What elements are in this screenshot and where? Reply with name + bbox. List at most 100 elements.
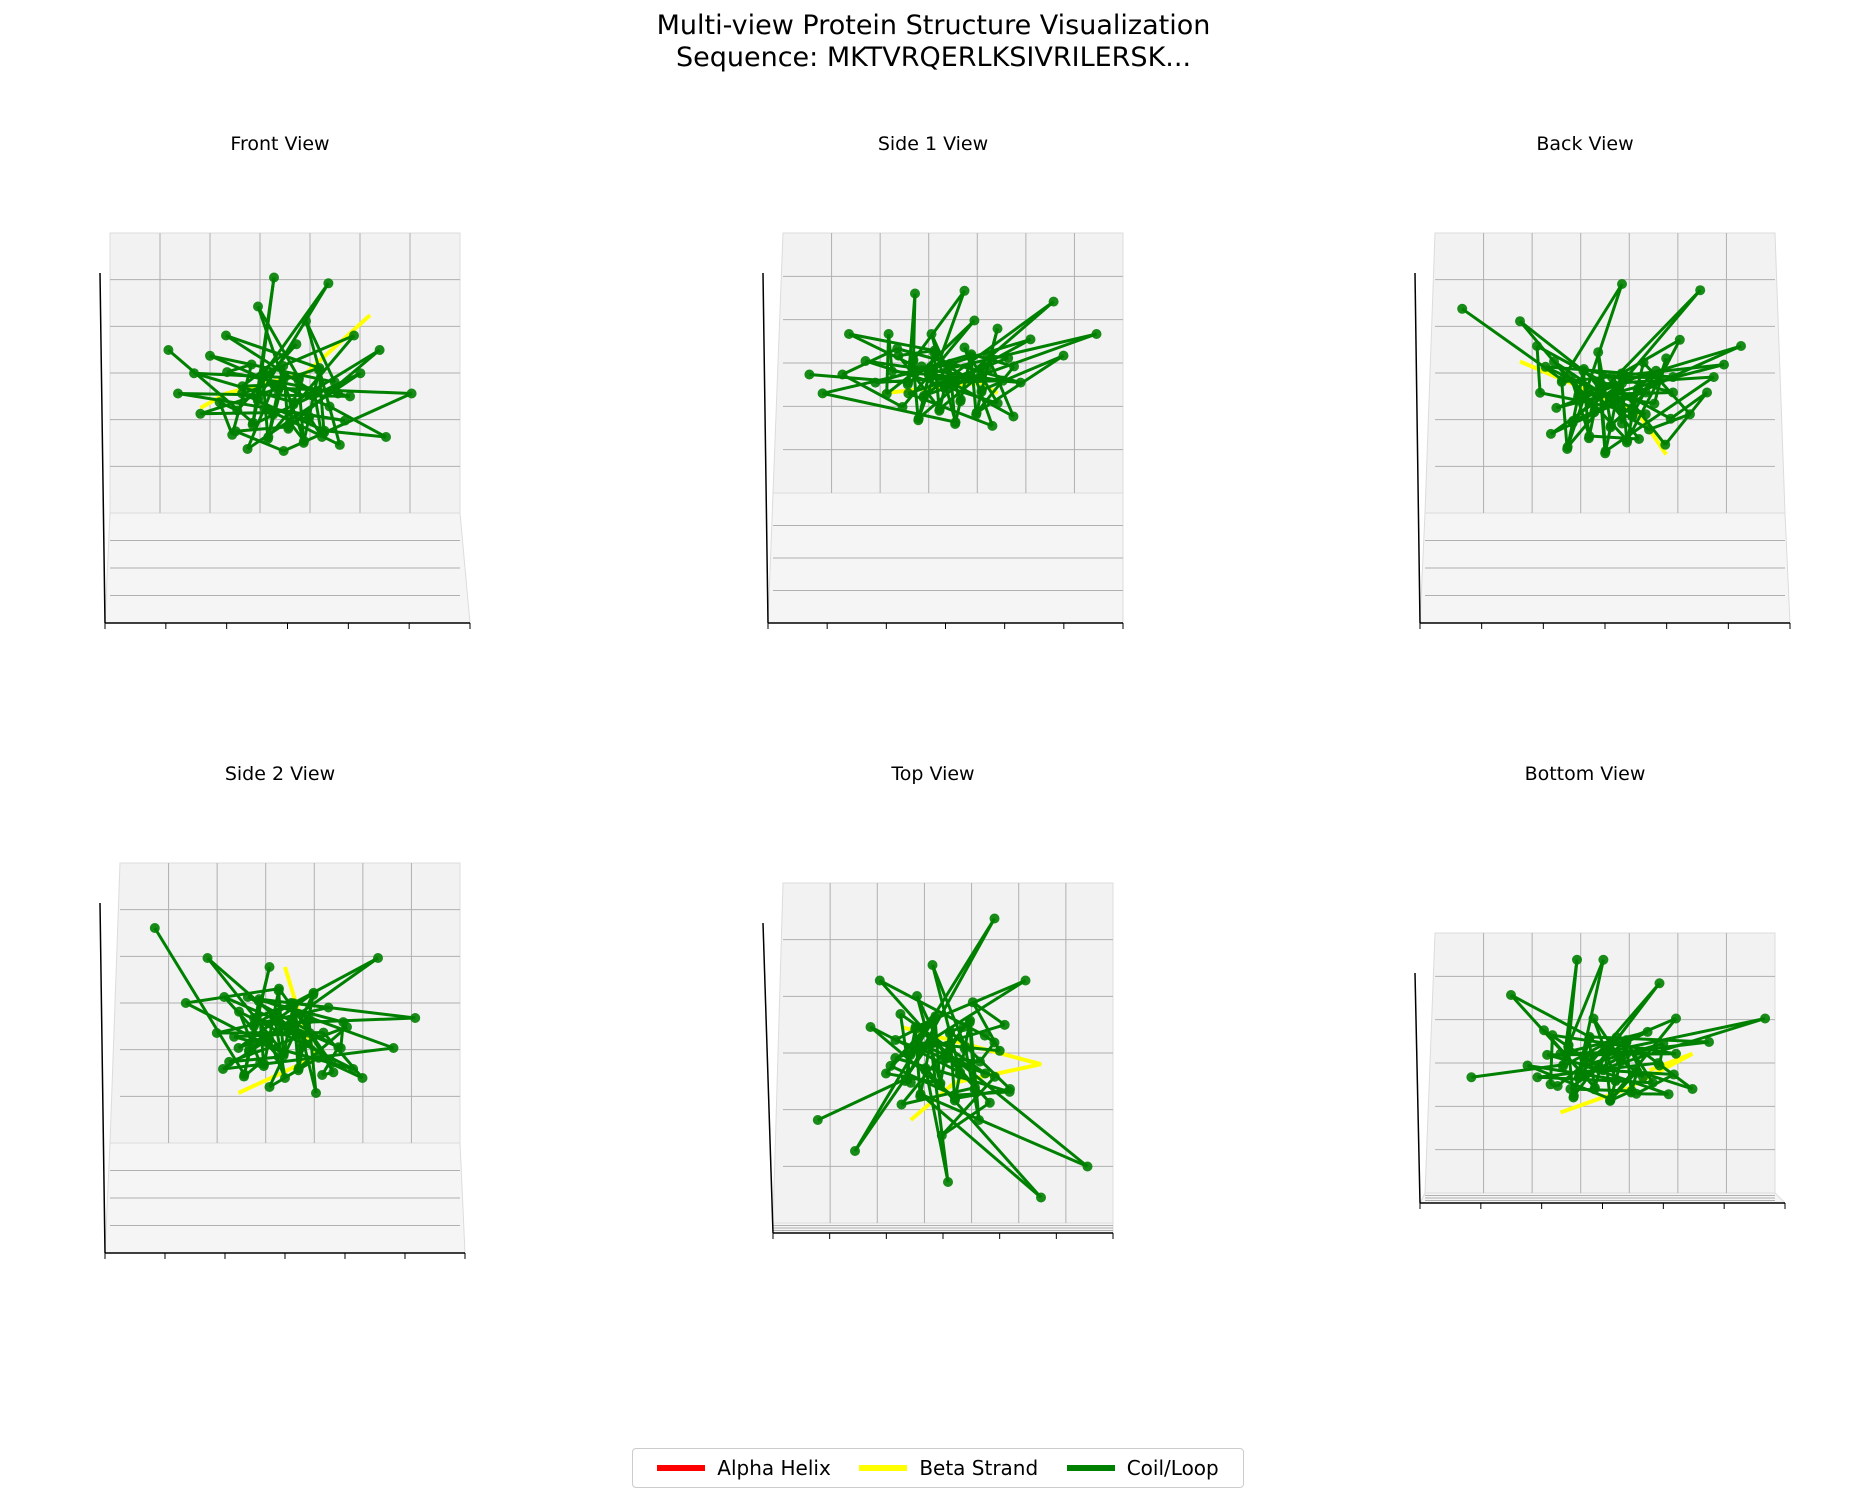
residue-point (1578, 1060, 1589, 1071)
coil-segment (1641, 1050, 1694, 1091)
legend-label: Alpha Helix (717, 1456, 831, 1480)
legend-item-alpha-helix: Alpha Helix (657, 1456, 831, 1480)
coil-segment (986, 355, 1015, 418)
residue-point (865, 1022, 876, 1032)
residue-point (273, 385, 284, 396)
chart-title: Multi-view Protein Structure Visualizati… (656, 10, 1211, 41)
coil-segment (297, 380, 306, 443)
residue-point (1003, 353, 1014, 364)
legend-label: Beta Strand (919, 1456, 1039, 1480)
residue-point (373, 953, 383, 963)
residue-point (298, 437, 309, 448)
residue-point (374, 345, 385, 355)
coil-segment (969, 356, 978, 415)
coil-segment (291, 1005, 300, 1071)
residue-point (283, 423, 294, 434)
coil-segment (897, 354, 941, 410)
residue-point (920, 1065, 931, 1076)
coil-segment (898, 1013, 913, 1084)
residue-point (910, 288, 920, 299)
residue-point (234, 1006, 245, 1017)
residue-point (313, 365, 324, 376)
residue-point (288, 1000, 299, 1011)
residue-point (242, 992, 253, 1002)
legend: Alpha Helix Beta Strand Coil/Loop (632, 1448, 1244, 1488)
residue-point (910, 1024, 921, 1035)
residue-point (1588, 1013, 1599, 1024)
panel-bottom-view: Bottom View (1305, 763, 1865, 1363)
residue-point (916, 361, 927, 372)
coil-segment (1625, 339, 1682, 442)
residue-point (1611, 1032, 1622, 1043)
residue-point (329, 377, 340, 388)
coil-segment (1570, 1087, 1632, 1093)
residue-point (205, 350, 215, 361)
residue-point (1606, 372, 1617, 382)
residue-point (222, 367, 233, 378)
residue-point (1566, 372, 1576, 382)
residue-point (1589, 407, 1600, 418)
residue-point (1610, 1076, 1621, 1087)
residue-point (180, 998, 191, 1008)
residue-point (1736, 341, 1746, 351)
residue-point (989, 1071, 1000, 1082)
residue-point (1545, 428, 1556, 439)
coil-segment (218, 401, 234, 436)
residue-point (1658, 1038, 1669, 1049)
coil-segment (817, 1077, 907, 1122)
axes-group (99, 232, 471, 629)
coil-segment (1560, 381, 1569, 450)
residue-point (1621, 1036, 1632, 1047)
residue-point (989, 913, 1000, 924)
residue-point (902, 379, 913, 390)
residue-point (992, 323, 1003, 334)
residue-point (1567, 418, 1578, 429)
coil-segment (970, 352, 1015, 368)
coil-segment (241, 343, 298, 388)
residue-point (1573, 1072, 1584, 1083)
residue-point (1647, 1077, 1658, 1088)
residue-point (253, 301, 263, 312)
residue-point (237, 381, 248, 392)
coil-segment (975, 365, 1016, 414)
residue-point (1695, 285, 1706, 296)
residue-point (258, 1061, 269, 1072)
residue-point (969, 315, 980, 326)
coil-segment (317, 369, 326, 433)
residue-point (881, 388, 892, 399)
residue-point (227, 429, 238, 440)
coil-segment (901, 1086, 976, 1106)
residue-point (950, 418, 961, 429)
coil-segment (911, 293, 917, 361)
coil-segment (1566, 289, 1702, 448)
coil-segment (1608, 1070, 1639, 1102)
legend-item-beta-strand: Beta Strand (859, 1456, 1038, 1480)
residue-point (1025, 334, 1036, 345)
residue-point (837, 369, 848, 380)
residue-point (288, 399, 299, 410)
coil-segment (1625, 1041, 1655, 1084)
residue-point (1562, 443, 1573, 454)
residue-point (1704, 1037, 1714, 1047)
side1-view-3d-plot (762, 232, 1124, 629)
residue-point (311, 1088, 321, 1098)
residue-point (1573, 392, 1584, 403)
coil-segment (256, 305, 301, 379)
residue-point (1617, 418, 1627, 429)
residue-point (323, 1002, 334, 1013)
coil-segment (304, 320, 342, 446)
residue-point (268, 1010, 279, 1021)
residue-point (1687, 1084, 1698, 1094)
residue-point (357, 1073, 368, 1083)
coil-segment (185, 987, 280, 1005)
z-axis-line (762, 922, 774, 1234)
residue-point (406, 388, 417, 399)
residue-point (850, 1146, 860, 1156)
coil-segment (1589, 1035, 1710, 1044)
residue-point (338, 1017, 349, 1028)
top-view-3d-plot (762, 882, 1114, 1239)
residue-point (410, 1013, 421, 1023)
residue-point (860, 356, 871, 366)
residue-point (925, 1039, 936, 1050)
residue-point (1665, 413, 1676, 424)
